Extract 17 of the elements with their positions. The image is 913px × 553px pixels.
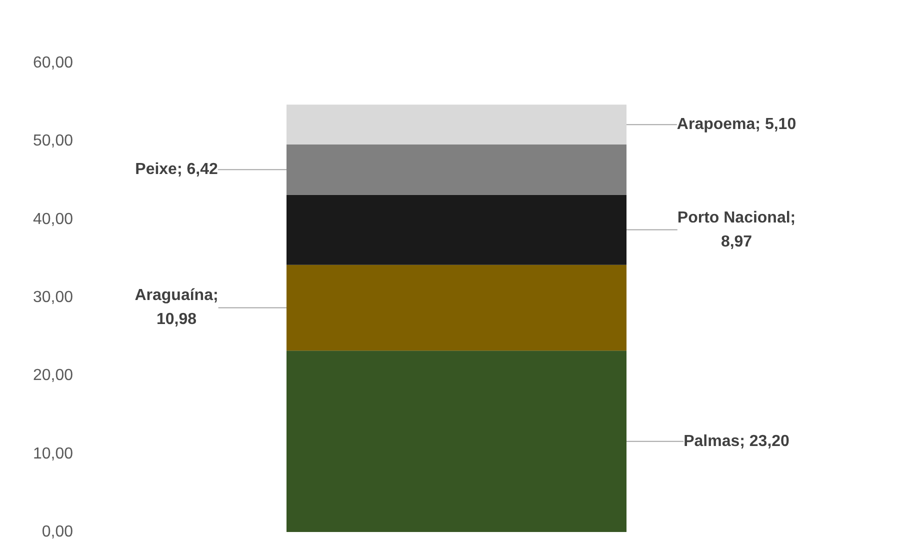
y-tick-label: 60,00 bbox=[32, 54, 74, 72]
bar bbox=[286, 194, 626, 265]
data-label: Palmas; 23,20 bbox=[684, 432, 790, 450]
bar bbox=[286, 264, 626, 351]
data-label: Arapoema; 5,10 bbox=[676, 116, 796, 134]
y-tick-label: 0,00 bbox=[42, 524, 74, 540]
data-label: Peixe; 6,42 bbox=[135, 161, 218, 178]
y-tick-label: 30,00 bbox=[32, 289, 74, 306]
y-tick-label: 50,00 bbox=[32, 132, 74, 150]
data-label: Araguaína; 10,98 bbox=[134, 287, 218, 328]
data-label: Porto Nacional; 8,97 bbox=[677, 209, 796, 250]
bar bbox=[286, 144, 626, 195]
y-tick-label: 10,00 bbox=[32, 445, 74, 462]
y-tick-label: 20,00 bbox=[32, 367, 74, 384]
y-tick-label: 40,00 bbox=[32, 210, 74, 228]
bar bbox=[286, 350, 626, 532]
bar bbox=[286, 104, 626, 145]
